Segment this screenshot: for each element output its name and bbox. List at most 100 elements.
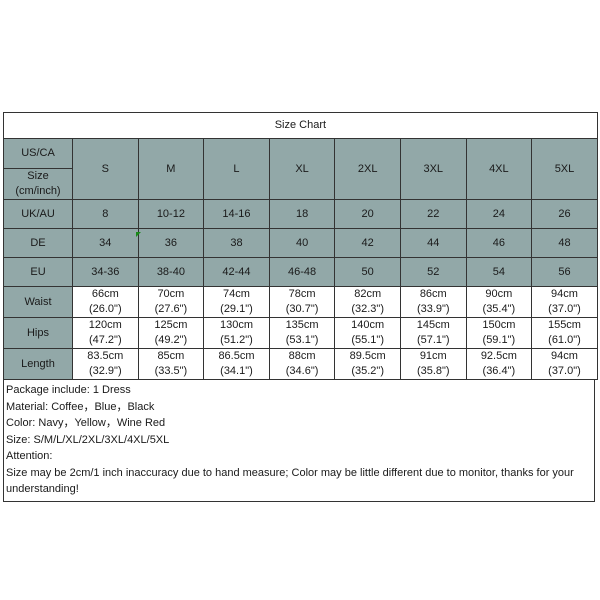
cm-value: 66cm <box>91 288 119 300</box>
size-cell: 56 <box>531 257 598 287</box>
cm-value: 88cm <box>288 350 316 362</box>
inch-value: (26.0") <box>88 303 122 315</box>
inch-value: (51.2") <box>220 334 253 346</box>
size-header-cell: M <box>137 138 205 200</box>
row-de: DE 34 36 38 40 42 44 46 48 <box>3 228 598 258</box>
size-cell: 20 <box>334 199 401 229</box>
size-cell: 14-16 <box>203 199 270 229</box>
cm-value: 78cm <box>288 288 316 300</box>
size-header-cell: 3XL <box>399 138 467 200</box>
row-label: Length <box>3 348 73 380</box>
size-cell: 40 <box>268 228 336 258</box>
inch-value: (32.3") <box>351 303 384 315</box>
note-line: Color: Navy，Yellow，Wine Red <box>6 417 166 429</box>
cm-value: 120cm <box>88 319 122 331</box>
size-cell: 54 <box>465 257 533 287</box>
row-label: Waist <box>3 286 73 318</box>
inch-value: (37.0") <box>548 303 581 315</box>
size-cell: 44 <box>399 228 467 258</box>
inch-value: (35.2") <box>351 365 384 377</box>
measurement-cell: 135cm (53.1") <box>268 317 336 349</box>
cm-value: 85cm <box>157 350 185 362</box>
note-line: Size may be 2cm/1 inch inaccuracy due to… <box>6 466 574 496</box>
cm-value: 91cm <box>419 350 447 362</box>
size-unit-label: Size (cm/inch) <box>3 168 73 200</box>
measurement-cell: 89.5cm (35.2") <box>334 348 401 380</box>
measurement-cell: 78cm (30.7") <box>268 286 336 318</box>
size-cell: 34 <box>72 228 139 258</box>
measurement-cell: 88cm (34.6") <box>268 348 336 380</box>
measurement-cell: 155cm (61.0") <box>531 317 598 349</box>
cm-value: 145cm <box>416 319 450 331</box>
cm-value: 83.5cm <box>87 350 124 362</box>
measurement-cell: 91cm (35.8") <box>399 348 467 380</box>
measurement-cell: 85cm (33.5") <box>137 348 205 380</box>
cm-value: 130cm <box>219 319 253 331</box>
inch-value: (57.1") <box>416 334 450 346</box>
cm-value: 135cm <box>285 319 319 331</box>
size-cell: 42 <box>334 228 401 258</box>
inch-value: (30.7") <box>285 303 319 315</box>
measurement-cell: 140cm (55.1") <box>334 317 401 349</box>
measurement-cell: 86.5cm (34.1") <box>203 348 270 380</box>
inch-value: (27.6") <box>154 303 188 315</box>
us-ca-label: US/CA <box>3 138 73 169</box>
size-cell: 10-12 <box>137 199 205 229</box>
inch-value: (37.0") <box>548 365 581 377</box>
size-cell: 26 <box>531 199 598 229</box>
cm-value: 155cm <box>547 319 581 331</box>
row-uk_au: UK/AU 8 10-12 14-16 18 20 22 24 26 <box>3 199 598 229</box>
measurement-cell: 145cm (57.1") <box>399 317 467 349</box>
note-line: Attention: <box>6 450 53 462</box>
cm-value: 92.5cm <box>480 350 517 362</box>
size-cell: 46-48 <box>268 257 336 287</box>
inch-value: (61.0") <box>548 334 581 346</box>
inch-value: (33.5") <box>154 365 188 377</box>
size-header-cell: XL <box>268 138 336 200</box>
cm-value: 94cm <box>551 350 578 362</box>
chart-title: Size Chart <box>3 112 598 139</box>
cell-comment-marker <box>136 232 141 237</box>
inch-value: (29.1") <box>220 303 253 315</box>
size-cell: 46 <box>465 228 533 258</box>
cm-value: 82cm <box>354 288 382 300</box>
inch-value: (34.1") <box>220 365 253 377</box>
row-label: EU <box>3 257 73 287</box>
cm-value: 94cm <box>551 288 578 300</box>
measurement-cell: 70cm (27.6") <box>137 286 205 318</box>
size-cell: 8 <box>72 199 139 229</box>
size-header-cell: L <box>203 138 270 200</box>
measurement-cell: 150cm (59.1") <box>465 317 533 349</box>
measurement-cell: 125cm (49.2") <box>137 317 205 349</box>
cm-value: 125cm <box>154 319 188 331</box>
size-header-cell: 2XL <box>334 138 401 200</box>
product-notes: Package include: 1 Dress Material: Coffee… <box>3 380 595 502</box>
inch-value: (59.1") <box>482 334 516 346</box>
size-cell: 42-44 <box>203 257 270 287</box>
row-label: Hips <box>3 317 73 349</box>
inch-value: (53.1") <box>285 334 319 346</box>
measurement-cell: 130cm (51.2") <box>203 317 270 349</box>
cm-value: 70cm <box>157 288 185 300</box>
measurement-cell: 83.5cm (32.9") <box>72 348 139 380</box>
row-eu: EU 34-36 38-40 42-44 46-48 50 52 54 56 <box>3 257 598 287</box>
inch-value: (55.1") <box>351 334 384 346</box>
inch-value: (36.4") <box>482 365 516 377</box>
note-line: Package include: 1 Dress <box>6 384 131 396</box>
size-cell: 50 <box>334 257 401 287</box>
note-line: Size: S/M/L/XL/2XL/3XL/4XL/5XL <box>6 433 170 446</box>
measurement-cell: 92.5cm (36.4") <box>465 348 533 380</box>
size-chart: Size Chart US/CA S M L XL 2XL 3XL 4XL 5XL Size … <box>3 112 598 502</box>
size-header-cell: 5XL <box>531 138 598 200</box>
measurement-cell: 74cm (29.1") <box>203 286 270 318</box>
inch-value: (33.9") <box>416 303 450 315</box>
measurement-cell: 94cm (37.0") <box>531 348 598 380</box>
size-cell: 24 <box>465 199 533 229</box>
size-cell: 22 <box>399 199 467 229</box>
measurement-cell: 82cm (32.3") <box>334 286 401 318</box>
inch-value: (34.6") <box>285 365 319 377</box>
cm-value: 150cm <box>482 319 516 331</box>
size-header-cell: S <box>72 138 139 200</box>
size-cell: 52 <box>399 257 467 287</box>
size-cell: 36 <box>137 228 205 258</box>
